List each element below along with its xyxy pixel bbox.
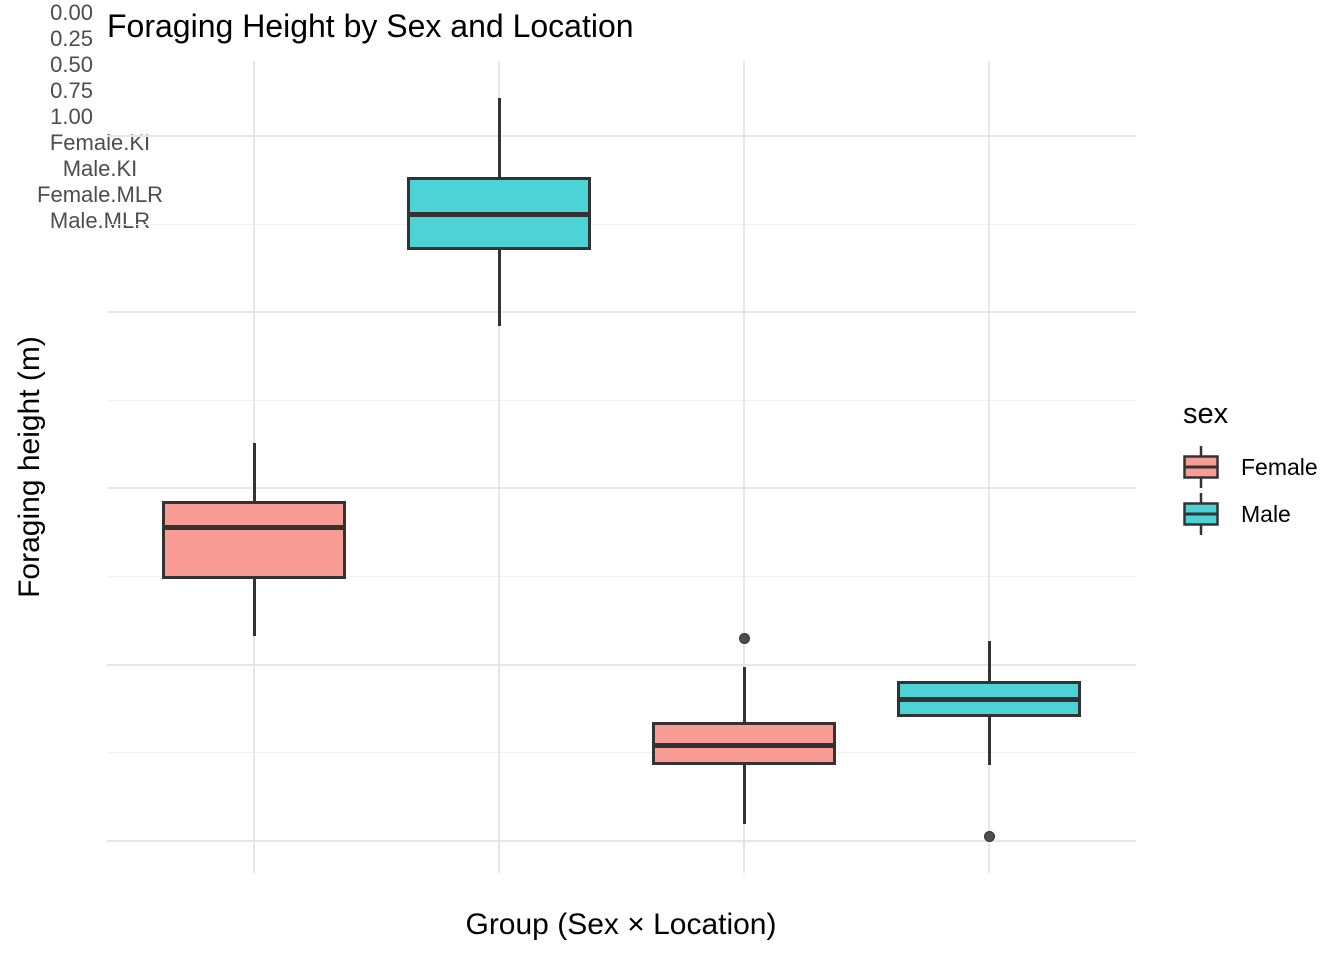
x-tick-label-male-ki: Male.KI: [62, 156, 138, 181]
x-tick-label-female-mlr: Female.MLR: [37, 182, 163, 207]
y-gridline-major: [107, 663, 1136, 666]
y-gridline-minor: [107, 399, 1136, 402]
y-gridline-minor: [107, 575, 1136, 578]
legend-title: sex: [1183, 398, 1229, 430]
y-gridline-major: [107, 135, 1136, 138]
y-gridline-minor: [107, 751, 1136, 754]
x-tick-label-male-mlr: Male.MLR: [49, 208, 151, 233]
y-gridline-major: [107, 311, 1136, 314]
x-gridline-female-mlr: [743, 61, 745, 873]
y-axis-title: Foraging height (m): [13, 336, 46, 598]
legend-label: Female: [1241, 453, 1318, 480]
legend-items: Female Male: [1183, 445, 1318, 536]
chart-title: Foraging Height by Sex and Location: [107, 8, 634, 44]
y-tick-label: 0.75: [50, 78, 93, 103]
outlier-female-mlr: [738, 632, 750, 644]
legend-label: Male: [1241, 500, 1291, 527]
y-gridline-minor: [107, 223, 1136, 226]
y-tick-label: 0.00: [50, 0, 93, 25]
y-gridline-major: [107, 839, 1136, 842]
median-male-ki: [407, 212, 591, 218]
x-gridline-male-ki: [498, 61, 500, 873]
y-tick-label: 0.25: [50, 26, 93, 51]
y-tick-label: 0.50: [50, 52, 93, 77]
x-gridline-male-mlr: [988, 61, 990, 873]
box-female-ki: [162, 501, 346, 579]
outlier-male-mlr: [983, 830, 995, 842]
x-axis-title: Group (Sex × Location): [465, 908, 777, 941]
median-male-mlr: [897, 697, 1081, 703]
legend-item-female: Female: [1183, 445, 1318, 489]
y-tick-label: 1.00: [50, 104, 93, 129]
y-gridline-major: [107, 487, 1136, 490]
legend-key-boxplot-icon: [1183, 446, 1219, 488]
median-female-ki: [162, 524, 346, 530]
median-female-mlr: [652, 743, 836, 749]
legend-key-boxplot-icon: [1183, 493, 1219, 535]
legend: sex Female Male: [1183, 398, 1318, 539]
x-tick-label-female-ki: Female.KI: [49, 130, 151, 155]
legend-item-male: Male: [1183, 492, 1318, 536]
